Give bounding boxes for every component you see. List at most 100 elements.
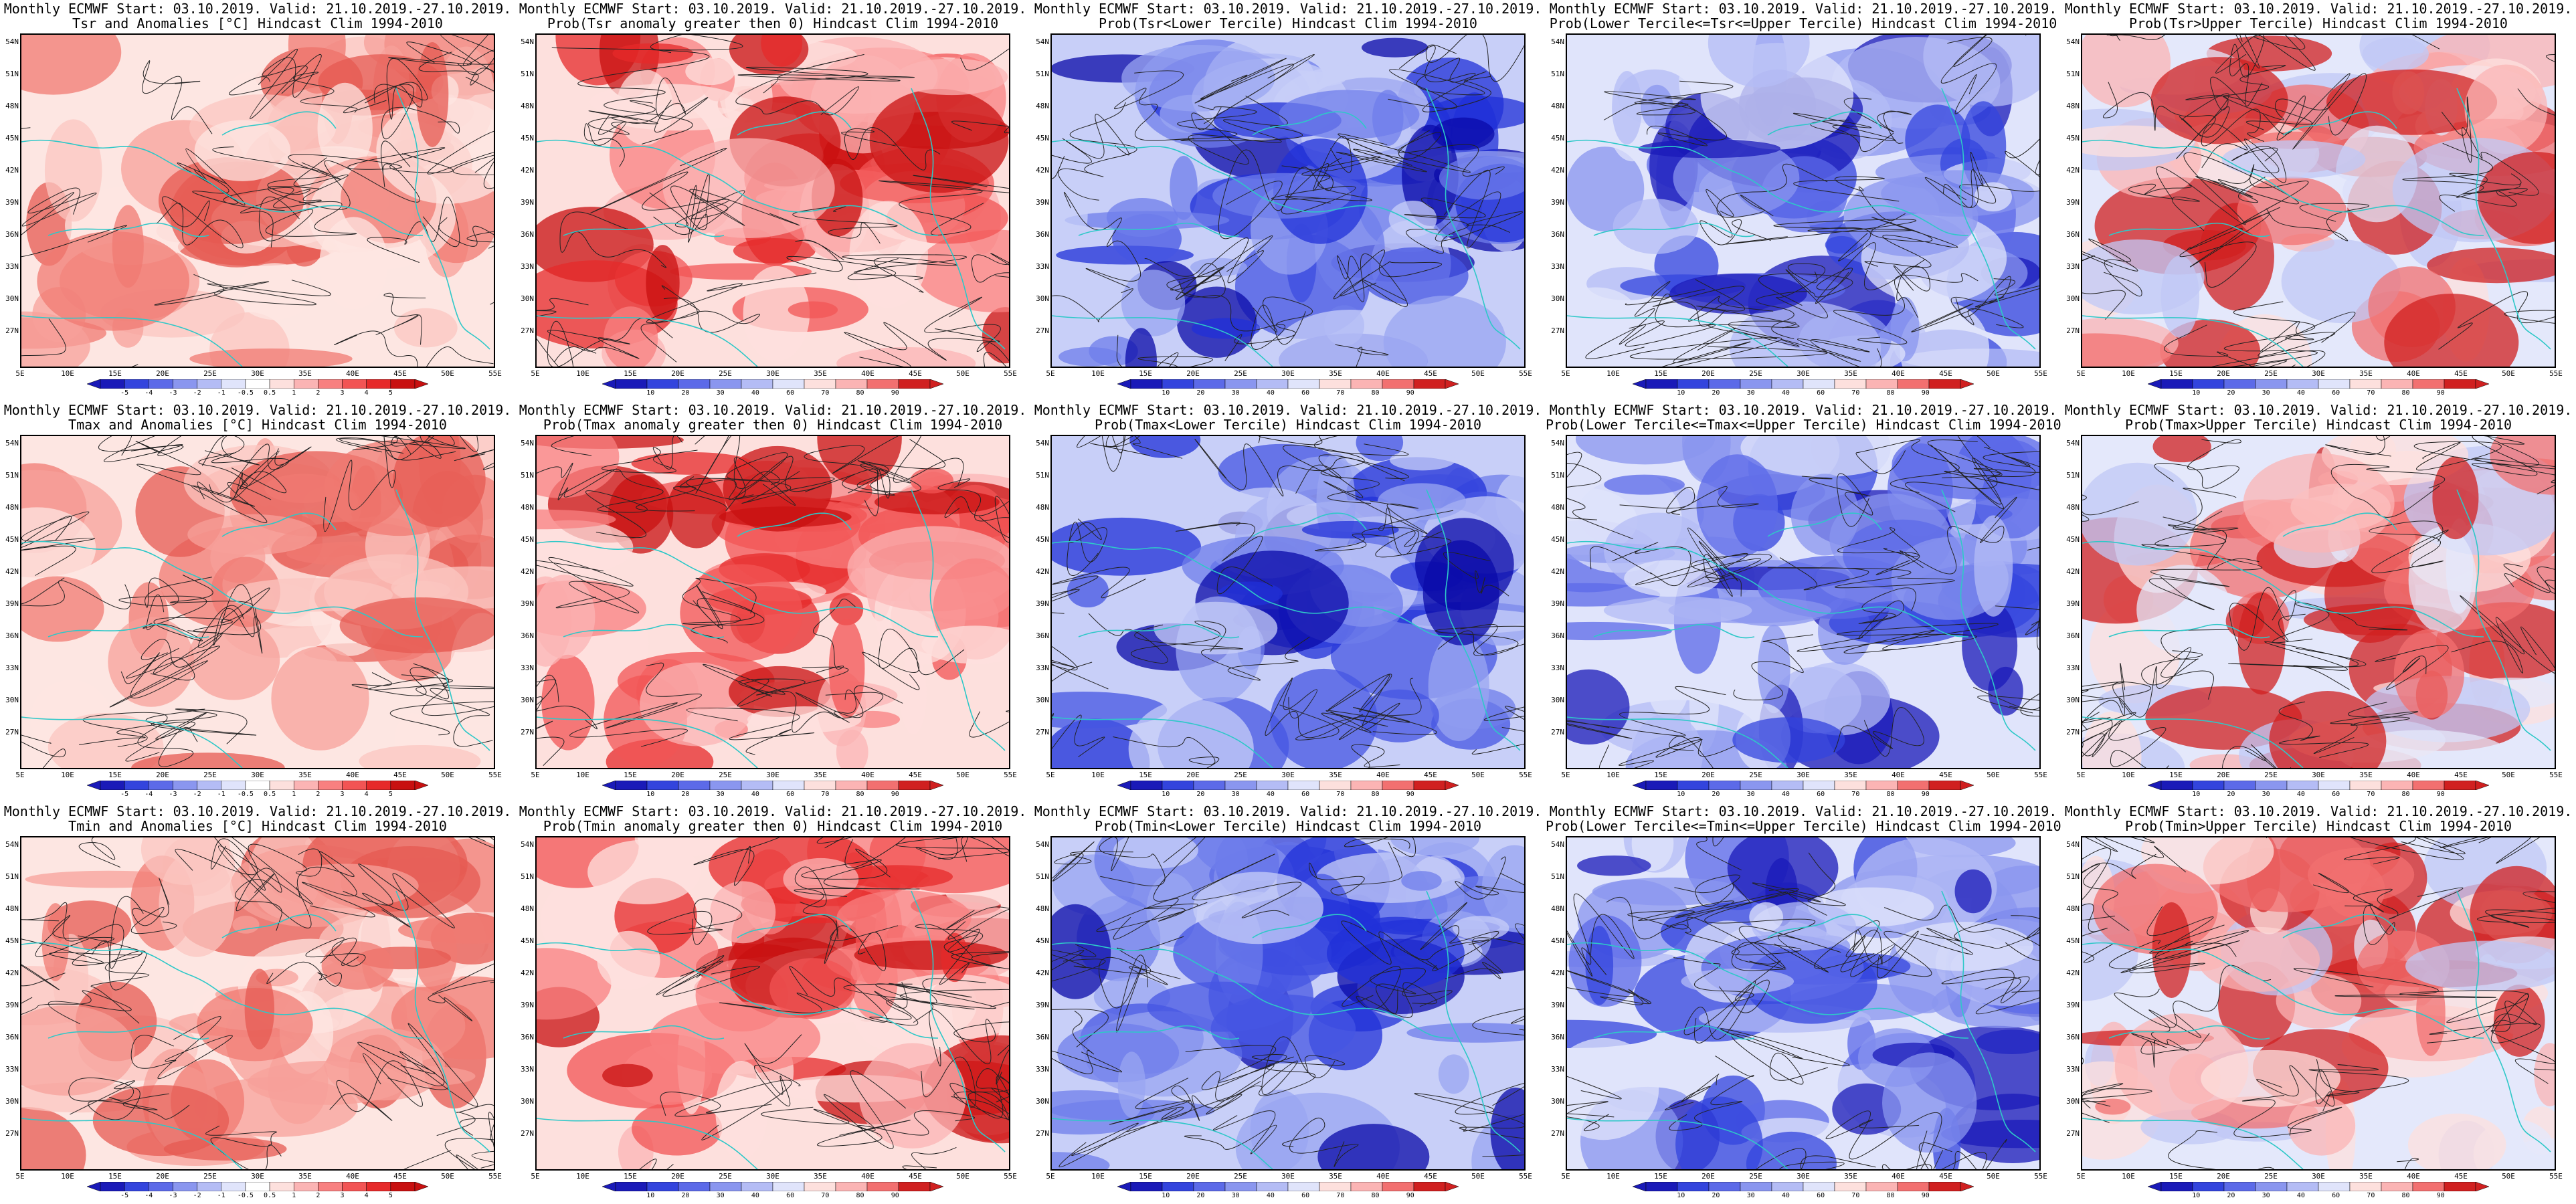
shaded-field-region bbox=[1121, 270, 1186, 336]
isoline-contour bbox=[824, 925, 899, 971]
longitude-label: 35E bbox=[814, 771, 827, 779]
isoline-contour bbox=[2413, 436, 2539, 471]
colorbar-tick-label: 40 bbox=[751, 791, 759, 798]
colorbar-tick-label: 90 bbox=[1921, 1192, 1930, 1199]
latitude-label: 39N bbox=[2066, 1001, 2080, 1009]
isoline-contour bbox=[1567, 452, 1633, 540]
map-title-line2: Tmax and Anomalies [°C] Hindcast Clim 19… bbox=[68, 417, 447, 433]
colorbar-tick-label: 70 bbox=[2367, 791, 2375, 798]
longitude-label: 50E bbox=[441, 369, 454, 378]
colorbar-swatch bbox=[1771, 1181, 1804, 1192]
colorbar-tick-label: 30 bbox=[1746, 1192, 1755, 1199]
isoline-contour bbox=[794, 866, 838, 939]
shaded-field-region bbox=[2393, 629, 2465, 718]
longitude-label: 5E bbox=[531, 771, 540, 779]
isoline-contour bbox=[1218, 149, 1333, 239]
colorbar-tick-label: -4 bbox=[145, 791, 153, 798]
map-plot-area bbox=[1050, 836, 1526, 1171]
shaded-field-region bbox=[2201, 1049, 2340, 1108]
shaded-field-region bbox=[1067, 573, 1109, 608]
isoline-contour bbox=[2148, 1009, 2210, 1051]
colorbar-tick-label: 60 bbox=[1817, 389, 1825, 397]
shaded-field-region bbox=[416, 41, 449, 147]
isoline-contour bbox=[1271, 136, 1356, 215]
isoline-contour bbox=[432, 963, 494, 995]
latitude-label: 48N bbox=[2066, 503, 2080, 512]
isoline-contour bbox=[1585, 281, 1705, 359]
isoline-contour bbox=[1635, 553, 1772, 588]
shaded-field-region bbox=[632, 1102, 723, 1156]
colorbar-swatch bbox=[709, 1181, 742, 1192]
latitude-label: 36N bbox=[2066, 631, 2080, 640]
colorbar bbox=[1117, 1181, 1459, 1192]
colorbar-min-arrow bbox=[1117, 780, 1131, 791]
isoline-contour bbox=[2472, 436, 2555, 476]
coastline-border bbox=[48, 623, 209, 639]
map-title-line1: Monthly ECMWF Start: 03.10.2019. Valid: … bbox=[3, 402, 512, 418]
map-plot-area bbox=[535, 435, 1010, 769]
isoline-contour bbox=[951, 1075, 1009, 1120]
colorbar-swatch bbox=[2255, 1181, 2288, 1192]
forecast-map-panel: Monthly ECMWF Start: 03.10.2019. Valid: … bbox=[1546, 401, 2061, 803]
isoline-contour bbox=[1767, 557, 1955, 591]
coastline-border bbox=[1567, 942, 1969, 1039]
isoline-contour bbox=[369, 674, 494, 736]
isoline-contour bbox=[1067, 518, 1107, 576]
colorbar-swatch bbox=[173, 1181, 197, 1192]
map-plot-area bbox=[2081, 836, 2556, 1171]
shaded-field-region bbox=[733, 237, 816, 264]
map-title-line2: Prob(Tmin anomaly greater then 0) Hindca… bbox=[543, 818, 1003, 834]
isoline-contour bbox=[1194, 54, 1315, 124]
isoline-contour bbox=[537, 679, 597, 730]
coastline-border bbox=[1252, 512, 1367, 537]
longitude-label: 15E bbox=[624, 369, 637, 378]
colorbar-labels: 10 20 30 40 60 70 80 90 bbox=[1633, 389, 1974, 399]
shaded-field-region bbox=[1388, 201, 1437, 237]
longitude-label: 40E bbox=[346, 771, 359, 779]
colorbar-tick-label: 90 bbox=[1406, 791, 1414, 798]
latitude-label: 51N bbox=[5, 70, 19, 78]
isoline-contour bbox=[1733, 634, 1813, 700]
isoline-contour bbox=[1283, 444, 1380, 504]
isoline-contour bbox=[375, 292, 426, 345]
colorbar-max-arrow bbox=[414, 1181, 429, 1192]
colorbar-swatch bbox=[1382, 379, 1414, 389]
isoline-contour bbox=[1052, 288, 1133, 322]
shaded-field-region bbox=[869, 88, 1009, 193]
shaded-field-region bbox=[1613, 199, 1699, 254]
isoline-contour bbox=[35, 915, 143, 966]
colorbar-tick-label: 30 bbox=[2262, 791, 2270, 798]
colorbar-swatch bbox=[866, 780, 899, 791]
colorbar-swatch bbox=[1803, 1181, 1835, 1192]
colorbar-swatch bbox=[366, 1181, 391, 1192]
longitude-label: 15E bbox=[2169, 771, 2183, 779]
colorbar-swatch bbox=[1162, 379, 1194, 389]
colorbar-swatch bbox=[2223, 780, 2256, 791]
shaded-field-region bbox=[719, 506, 852, 528]
isoline-contour bbox=[1194, 439, 1405, 497]
colorbar-tick-label: 80 bbox=[2401, 1192, 2410, 1199]
longitude-label: 5E bbox=[1046, 1172, 1055, 1181]
forecast-map-panel: Monthly ECMWF Start: 03.10.2019. Valid: … bbox=[1030, 401, 1546, 803]
shaded-field-region bbox=[1882, 1052, 1977, 1153]
colorbar-swatch bbox=[1193, 379, 1226, 389]
shaded-field-region bbox=[1988, 666, 2023, 716]
coastline-border bbox=[1941, 88, 2036, 350]
latitude-label: 45N bbox=[2066, 936, 2080, 945]
isoline-contour bbox=[2120, 906, 2249, 973]
colorbar-swatch bbox=[318, 780, 343, 791]
isoline-contour bbox=[438, 217, 494, 249]
shaded-field-region bbox=[612, 43, 694, 64]
shaded-field-region bbox=[1129, 436, 1201, 458]
colorbar-swatch bbox=[2160, 1181, 2193, 1192]
isoline-contour bbox=[2344, 837, 2466, 865]
isoline-contour bbox=[2308, 1059, 2409, 1096]
colorbar-swatch bbox=[772, 1181, 805, 1192]
latitude-label: 45N bbox=[5, 134, 19, 142]
colorbar-max-arrow bbox=[2475, 780, 2490, 791]
isoline-contour bbox=[1375, 507, 1454, 558]
latitude-label: 33N bbox=[521, 1065, 534, 1074]
isoline-contour bbox=[902, 1146, 957, 1169]
latitude-label: 39N bbox=[5, 1001, 19, 1009]
isoline-contour bbox=[1435, 623, 1524, 656]
